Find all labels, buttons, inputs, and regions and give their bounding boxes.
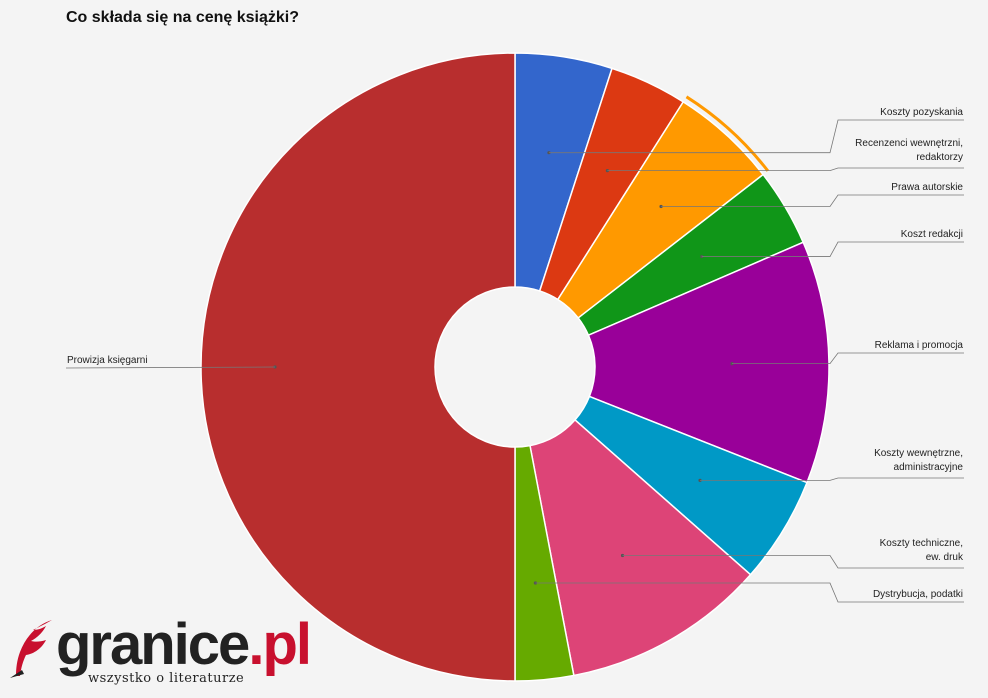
slice-label-prowizja-ksiegarni: Prowizja księgarni [67,355,148,366]
slice-label-recenzenci-wewnetrzni-redaktorzy: Recenzenci wewnętrzni, redaktorzy [855,138,963,163]
slice-label-dystrybucja-podatki: Dystrybucja, podatki [873,589,963,600]
leader-line [700,477,964,481]
leader-line [661,194,964,207]
slice-label-koszty-techniczne-ew-druk: Koszty techniczne, ew. druk [880,538,964,563]
leader-line [535,582,964,603]
feather-icon [10,620,52,678]
slice-label-prawa-autorskie: Prawa autorskie [891,182,963,193]
chart-title: Co składa się na cenę książki? [66,9,300,26]
leader-line [701,241,964,257]
slice-reklama-i-promocja[interactable] [587,241,830,484]
leader-line [731,352,964,364]
slice-label-koszty-wewnetrzne-administracyjne: Koszty wewnętrzne, administracyjne [874,448,963,473]
slice-koszty-techniczne-ew-druk[interactable] [529,418,752,677]
leader-line [548,119,964,154]
logo-wordmark: granice.pl [56,616,312,674]
leader-line [65,366,276,369]
granice-logo[interactable]: granice.pl wszystko o literaturze [8,616,312,692]
logo-tagline: wszystko o literaturze [88,671,245,686]
leader-line [607,167,964,172]
highlight-layer [685,95,770,172]
slice-label-koszty-pozyskania: Koszty pozyskania [880,107,963,118]
slice-label-reklama-i-promocja: Reklama i promocja [875,340,964,351]
slice-label-koszt-redakcji: Koszt redakcji [901,229,963,240]
slice-labels: Koszty pozyskania Recenzenci wewnętrzni, r… [67,107,964,600]
slices-layer [200,52,830,682]
logo-wordmark-main: granice [56,612,250,677]
slice-prowizja-ksiegarni[interactable] [200,52,516,682]
logo-wordmark-tld: .pl [248,612,312,677]
slice-highlight-arc [685,95,770,172]
leader-lines [65,119,964,603]
leader-line [622,555,964,569]
